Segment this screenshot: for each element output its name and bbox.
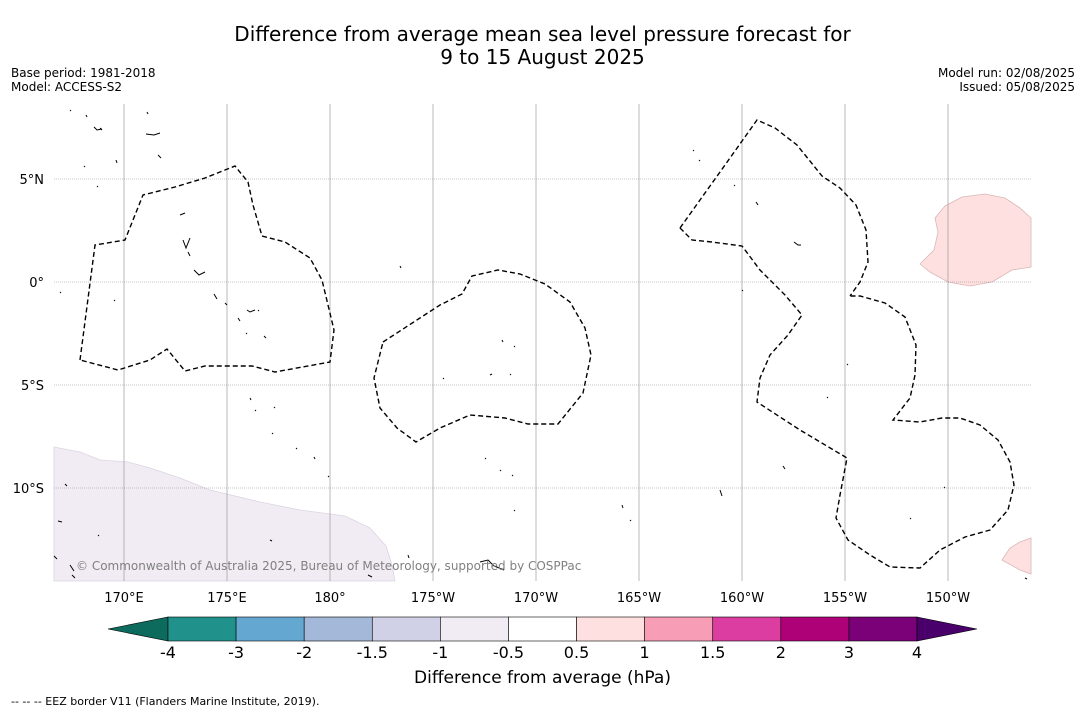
colorbar-tick-label: 0.5 — [563, 643, 590, 662]
colorbar-tick-label: -0.5 — [492, 643, 525, 662]
positive-anomaly-region-southeast — [1001, 537, 1032, 575]
eez-legend-note: -- -- -- EEZ border V11 (Flanders Marine… — [11, 695, 320, 708]
eez-kiribati-gilberts — [79, 165, 335, 373]
positive-anomaly-region-east — [919, 193, 1032, 287]
colorbar-tick-label: -1 — [432, 643, 449, 662]
colorbar-segment — [371, 616, 441, 642]
colorbar-tick-label: 4 — [911, 643, 923, 662]
colorbar-segment — [440, 616, 509, 642]
colorbar-segment — [780, 616, 850, 642]
islands — [53, 109, 1028, 580]
copyright-notice: © Commonwealth of Australia 2025, Bureau… — [76, 559, 581, 573]
model-label: Model: ACCESS-S2 — [11, 80, 123, 94]
colorbar-tick-label: -4 — [160, 643, 176, 662]
colorbar-tick-label: -2 — [296, 643, 313, 662]
eez-borders — [79, 119, 1015, 569]
map-title-line1: Difference from average mean sea level p… — [234, 22, 851, 46]
map-title-line2: 9 to 15 August 2025 — [440, 45, 645, 69]
colorbar-extend-low — [107, 616, 169, 642]
eez-phoenix-islands — [679, 227, 1015, 569]
eez-line-islands — [679, 119, 869, 297]
colorbar-tick-label: -1.5 — [356, 643, 388, 662]
colorbar-segment — [644, 616, 714, 642]
colorbar-segment — [848, 616, 918, 642]
colorbar-segment — [235, 616, 305, 642]
base-period-label: Base period: 1981-2018 — [11, 66, 156, 80]
issued-label: Issued: 05/08/2025 — [959, 80, 1075, 94]
colorbar-segment — [167, 616, 237, 642]
colorbar-tick-label: -3 — [228, 643, 245, 662]
lon-label-165w: 165°W — [617, 591, 661, 606]
eez-tuvalu-tokelau — [373, 269, 592, 443]
colorbar-segment — [508, 616, 577, 642]
lon-label-160w: 160°W — [720, 591, 764, 606]
lon-label-175e: 175°E — [207, 591, 247, 606]
lon-label-150w: 150°W — [926, 591, 970, 606]
colorbar-segment — [303, 616, 373, 642]
lat-label-5s: 5°S — [21, 379, 44, 394]
lon-label-155w: 155°W — [823, 591, 867, 606]
colorbar-tick-label: 1 — [639, 643, 650, 662]
colorbar-segment — [712, 616, 782, 642]
colorbar-title: Difference from average (hPa) — [414, 668, 671, 688]
negative-anomaly-region — [53, 446, 396, 582]
lon-label-170e: 170°E — [104, 591, 144, 606]
lat-label-5n: 5°N — [20, 173, 45, 188]
colorbar-tick-label: 1.5 — [699, 643, 726, 662]
colorbar-tick-label: 2 — [775, 643, 786, 662]
colorbar-tick-label: 3 — [843, 643, 854, 662]
lat-label-10s: 10°S — [13, 482, 44, 497]
colorbar-extend-high — [916, 616, 978, 642]
lon-label-170w: 170°W — [514, 591, 558, 606]
colorbar — [107, 616, 978, 642]
model-run-label: Model run: 02/08/2025 — [937, 66, 1075, 80]
graticule — [54, 104, 1031, 581]
lat-label-0: 0° — [29, 276, 44, 291]
colorbar-segment — [576, 616, 645, 642]
lon-label-180: 180° — [314, 591, 345, 606]
lon-label-175w: 175°W — [411, 591, 455, 606]
